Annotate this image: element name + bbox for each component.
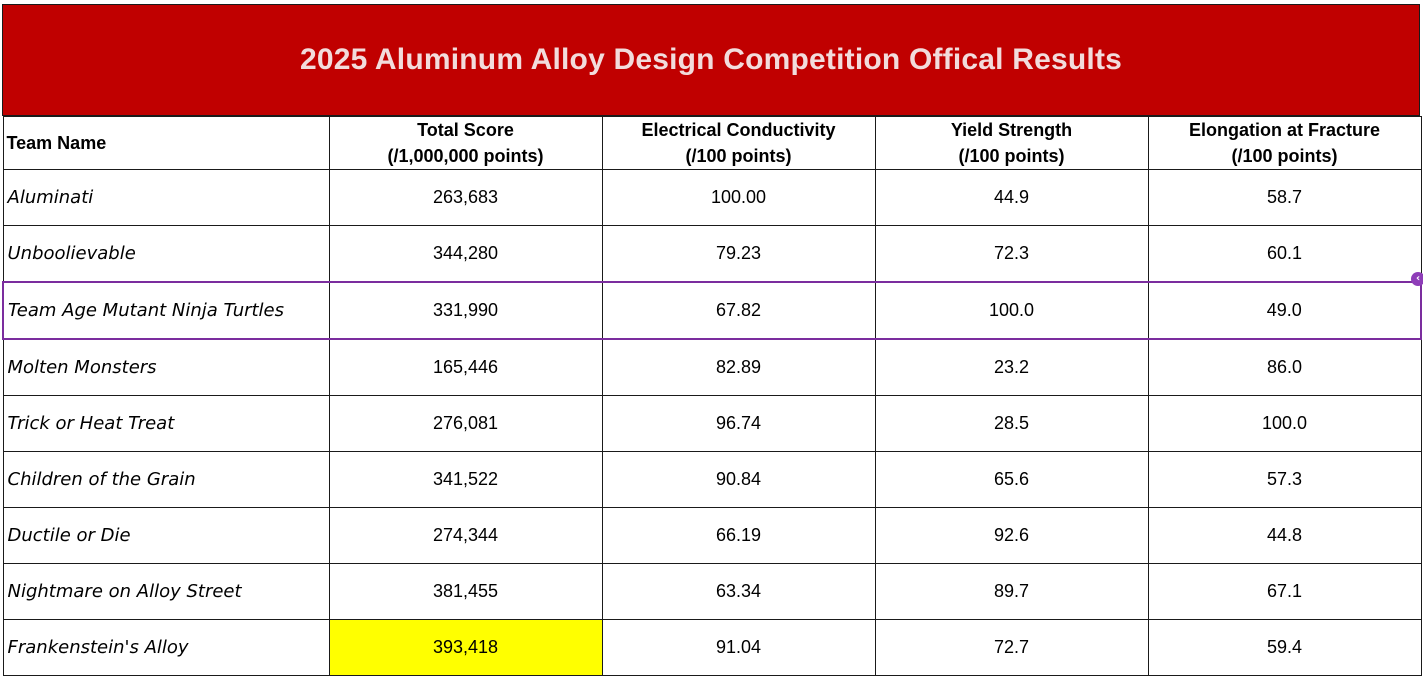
elongation-cell[interactable]: 100.0 — [1147, 395, 1422, 452]
header-line: Elongation at Fracture — [1188, 120, 1381, 140]
table-row: Ductile or Die 274,344 66.19 92.6 44.8 — [2, 507, 1422, 564]
header-unit: (/100 points) — [685, 146, 792, 166]
conductivity-cell[interactable]: 66.19 — [601, 507, 876, 564]
yield-strength-cell[interactable]: 89.7 — [874, 563, 1149, 620]
yield-strength-cell[interactable]: 44.9 — [874, 169, 1149, 226]
top-gridline — [0, 0, 1423, 4]
team-name-cell[interactable]: Team Age Mutant Ninja Turtles — [2, 281, 330, 340]
conductivity-cell[interactable]: 91.04 — [601, 619, 876, 676]
table-row: Unboolievable 344,280 79.23 72.3 60.1 — [2, 225, 1422, 283]
conductivity-cell[interactable]: 63.34 — [601, 563, 876, 620]
total-score-cell[interactable]: 341,522 — [328, 451, 603, 508]
total-score-cell[interactable]: 274,344 — [328, 507, 603, 564]
team-name-cell[interactable]: Frankenstein's Alloy — [2, 619, 330, 676]
conductivity-cell[interactable]: 82.89 — [601, 338, 876, 396]
header-total-score[interactable]: Total Score (/1,000,000 points) — [328, 116, 603, 170]
conductivity-cell[interactable]: 67.82 — [601, 281, 876, 340]
elongation-cell[interactable]: 49.0 — [1147, 281, 1422, 340]
header-line: Electrical Conductivity — [641, 120, 836, 140]
yield-strength-cell[interactable]: 92.6 — [874, 507, 1149, 564]
header-unit: (/1,000,000 points) — [387, 146, 544, 166]
total-score-cell[interactable]: 381,455 — [328, 563, 603, 620]
header-line: Yield Strength — [950, 120, 1073, 140]
elongation-cell[interactable]: 67.1 — [1147, 563, 1422, 620]
yield-strength-cell[interactable]: 65.6 — [874, 451, 1149, 508]
table-row: Molten Monsters 165,446 82.89 23.2 86.0 — [2, 338, 1422, 396]
elongation-cell[interactable]: 60.1 — [1147, 225, 1422, 283]
header-unit: (/100 points) — [958, 146, 1065, 166]
total-score-cell-highlighted[interactable]: 393,418 — [328, 619, 603, 676]
yield-strength-cell[interactable]: 23.2 — [874, 338, 1149, 396]
team-name-cell[interactable]: Molten Monsters — [2, 338, 330, 396]
team-name-cell[interactable]: Children of the Grain — [2, 451, 330, 508]
table-row: Nightmare on Alloy Street 381,455 63.34 … — [2, 563, 1422, 620]
header-team-name[interactable]: Team Name — [2, 116, 330, 170]
team-name-cell[interactable]: Nightmare on Alloy Street — [2, 563, 330, 620]
header-unit: (/100 points) — [1231, 146, 1338, 166]
header-line: Team Name — [6, 133, 107, 153]
conductivity-cell[interactable]: 79.23 — [601, 225, 876, 283]
elongation-cell[interactable]: 44.8 — [1147, 507, 1422, 564]
page-title: 2025 Aluminum Alloy Design Competition O… — [299, 43, 1123, 76]
table-row: Children of the Grain 341,522 90.84 65.6… — [2, 451, 1422, 508]
elongation-cell[interactable]: 58.7 — [1147, 169, 1422, 226]
conductivity-cell[interactable]: 100.00 — [601, 169, 876, 226]
conductivity-cell[interactable]: 96.74 — [601, 395, 876, 452]
total-score-cell[interactable]: 331,990 — [328, 281, 603, 340]
header-electrical-conductivity[interactable]: Electrical Conductivity (/100 points) — [601, 116, 876, 170]
header-line: Total Score — [417, 120, 514, 140]
header-row: Team Name Total Score (/1,000,000 points… — [2, 116, 1422, 170]
elongation-cell[interactable]: 86.0 — [1147, 338, 1422, 396]
table-row: Trick or Heat Treat 276,081 96.74 28.5 1… — [2, 395, 1422, 452]
header-elongation-at-fracture[interactable]: Elongation at Fracture (/100 points) — [1147, 116, 1422, 170]
elongation-cell[interactable]: 57.3 — [1147, 451, 1422, 508]
total-score-cell[interactable]: 165,446 — [328, 338, 603, 396]
table-row: Aluminati 263,683 100.00 44.9 58.7 — [2, 169, 1422, 226]
yield-strength-cell[interactable]: 72.7 — [874, 619, 1149, 676]
team-name-cell[interactable]: Unboolievable — [2, 225, 330, 283]
total-score-cell[interactable]: 344,280 — [328, 225, 603, 283]
team-name-cell[interactable]: Trick or Heat Treat — [2, 395, 330, 452]
yield-strength-cell[interactable]: 100.0 — [874, 281, 1149, 340]
yield-strength-cell[interactable]: 72.3 — [874, 225, 1149, 283]
elongation-cell[interactable]: 59.4 — [1147, 619, 1422, 676]
yield-strength-cell[interactable]: 28.5 — [874, 395, 1149, 452]
header-yield-strength[interactable]: Yield Strength (/100 points) — [874, 116, 1149, 170]
table-row: Frankenstein's Alloy 393,418 91.04 72.7 … — [2, 619, 1422, 676]
conductivity-cell[interactable]: 90.84 — [601, 451, 876, 508]
title-banner-cell[interactable]: 2025 Aluminum Alloy Design Competition O… — [2, 4, 1420, 116]
team-name-cell[interactable]: Aluminati — [2, 169, 330, 226]
total-score-cell[interactable]: 276,081 — [328, 395, 603, 452]
selection-handle-icon[interactable]: ‹ — [1411, 272, 1423, 286]
results-table: Team Name Total Score (/1,000,000 points… — [2, 116, 1422, 676]
table-row-selected: Team Age Mutant Ninja Turtles 331,990 67… — [2, 281, 1422, 340]
team-name-cell[interactable]: Ductile or Die — [2, 507, 330, 564]
total-score-cell[interactable]: 263,683 — [328, 169, 603, 226]
